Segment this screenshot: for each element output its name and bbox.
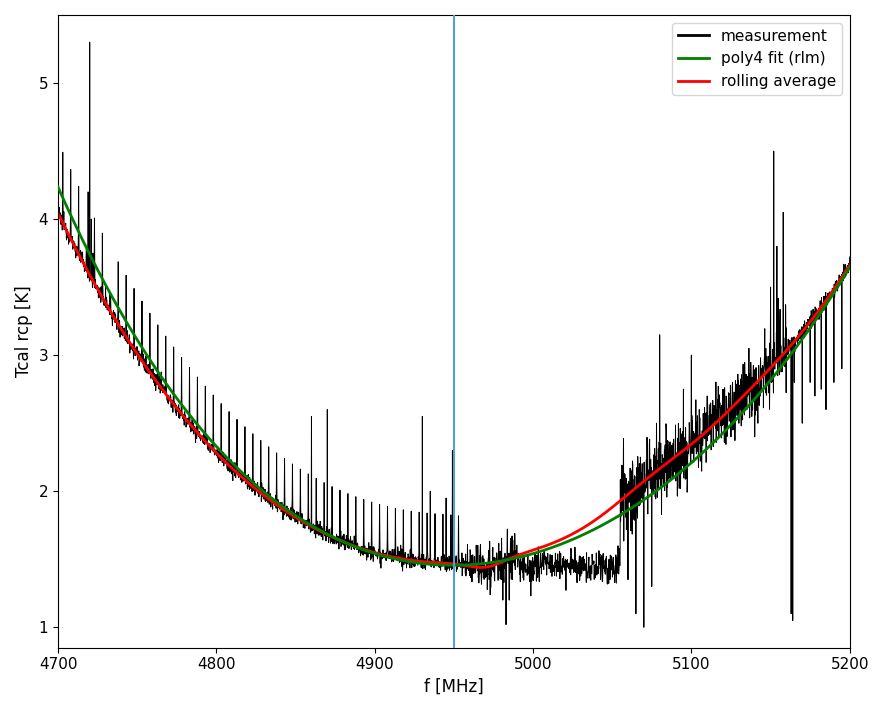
X-axis label: f [MHz]: f [MHz] [424,678,484,696]
Y-axis label: Tcal rcp [K]: Tcal rcp [K] [15,286,33,378]
Legend: measurement, poly4 fit (rlm), rolling average: measurement, poly4 fit (rlm), rolling av… [672,23,842,95]
